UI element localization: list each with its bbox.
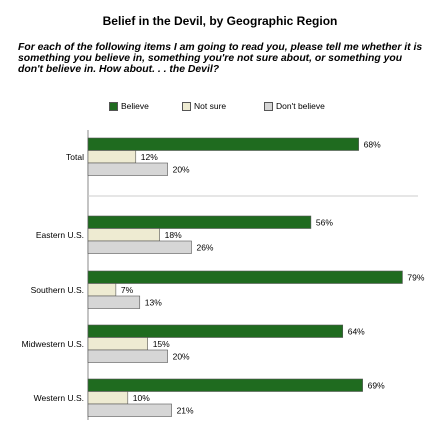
data-label-southern-u-s-not-sure: 7% xyxy=(121,285,134,295)
bar-midwestern-u-s-don-t-believe xyxy=(87,349,168,363)
data-label-total-not-sure: 12% xyxy=(141,152,158,162)
bar-eastern-u-s-not-sure xyxy=(87,228,160,242)
data-label-midwestern-u-s-don-t-believe: 20% xyxy=(173,352,190,362)
bar-southern-u-s-don-t-believe xyxy=(87,295,141,309)
data-label-western-u-s-not-sure: 10% xyxy=(133,393,150,403)
data-label-midwestern-u-s-not-sure: 15% xyxy=(153,339,170,349)
data-label-total-don-t-believe: 20% xyxy=(173,165,190,175)
bar-western-u-s-don-t-believe xyxy=(87,403,172,417)
chart-title: Belief in the Devil, by Geographic Regio… xyxy=(102,14,338,28)
bar-southern-u-s-believe xyxy=(87,270,403,284)
data-label-southern-u-s-believe: 79% xyxy=(407,273,424,283)
legend-swatch-dont-believe xyxy=(264,101,273,111)
bar-midwestern-u-s-not-sure xyxy=(87,337,149,351)
bar-total-not-sure xyxy=(87,150,137,164)
bar-midwestern-u-s-believe xyxy=(87,324,344,338)
category-label-total: Total xyxy=(66,152,84,162)
category-label-western-u-s: Western U.S. xyxy=(34,393,84,403)
category-label-midwestern-u-s: Midwestern U.S. xyxy=(22,339,84,349)
data-label-eastern-u-s-not-sure: 18% xyxy=(165,230,182,240)
bar-total-believe xyxy=(87,137,359,151)
legend-item-dont-believe: Don't believe xyxy=(264,100,325,112)
legend-swatch-believe xyxy=(109,101,118,111)
bar-eastern-u-s-believe xyxy=(87,215,312,229)
data-label-eastern-u-s-don-t-believe: 26% xyxy=(196,243,213,253)
data-label-southern-u-s-don-t-believe: 13% xyxy=(145,298,162,308)
legend-item-believe: Believe xyxy=(109,100,149,112)
legend: Believe Not sure Don't believe xyxy=(0,100,440,114)
data-label-midwestern-u-s-believe: 64% xyxy=(348,327,365,337)
data-label-eastern-u-s-believe: 56% xyxy=(316,218,333,228)
survey-question: For each of the following items I am goi… xyxy=(18,42,423,75)
category-label-southern-u-s: Southern U.S. xyxy=(31,285,84,295)
category-label-eastern-u-s: Eastern U.S. xyxy=(36,230,84,240)
data-label-western-u-s-don-t-believe: 21% xyxy=(177,406,194,416)
legend-swatch-not-sure xyxy=(182,101,191,111)
data-label-total-believe: 68% xyxy=(364,140,381,150)
legend-label-not-sure: Not sure xyxy=(194,101,227,111)
data-label-western-u-s-believe: 69% xyxy=(368,381,385,391)
legend-label-dont-believe: Don't believe xyxy=(276,101,325,111)
bar-western-u-s-not-sure xyxy=(87,391,129,405)
bar-southern-u-s-not-sure xyxy=(87,283,117,297)
legend-label-believe: Believe xyxy=(121,101,149,111)
bar-total-don-t-believe xyxy=(87,162,168,176)
bar-western-u-s-believe xyxy=(87,378,363,392)
bar-eastern-u-s-don-t-believe xyxy=(87,240,192,254)
legend-item-not-sure: Not sure xyxy=(182,100,226,112)
